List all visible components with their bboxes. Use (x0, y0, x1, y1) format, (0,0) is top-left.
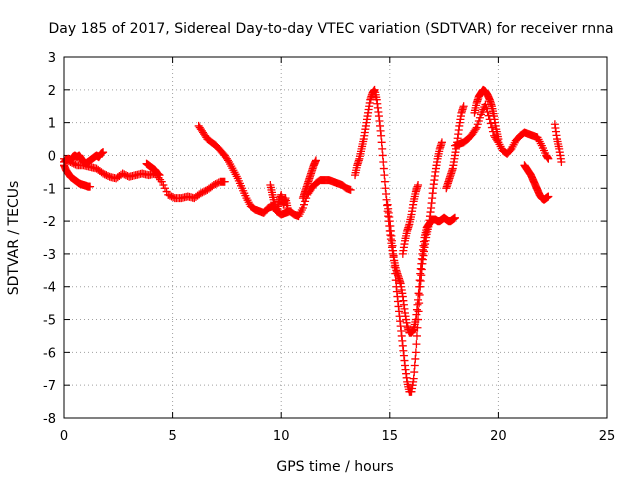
data-point (411, 348, 420, 357)
x-tick-label: 25 (599, 429, 616, 444)
data-point (437, 138, 446, 147)
data-point (459, 102, 468, 111)
y-tick-label: -8 (43, 412, 56, 427)
y-tick-label: 3 (48, 51, 56, 66)
chart-title: Day 185 of 2017, Sidereal Day-to-day VTE… (48, 21, 613, 37)
y-tick-label: -2 (43, 215, 56, 230)
data-point (483, 107, 492, 116)
data-point (494, 135, 503, 144)
data-point (99, 148, 108, 157)
y-tick-label: 2 (48, 84, 56, 99)
y-tick-label: -7 (43, 379, 56, 394)
data-point (412, 331, 421, 340)
data-point (311, 156, 320, 165)
data-point (487, 123, 496, 132)
data-point (415, 299, 424, 308)
data-point (450, 213, 459, 222)
data-point (544, 192, 553, 201)
x-tick-label: 10 (273, 429, 290, 444)
data-point (414, 307, 423, 316)
y-tick-label: -1 (43, 182, 56, 197)
data-point (86, 182, 95, 191)
data-point (415, 290, 424, 299)
x-tick-label: 5 (168, 429, 176, 444)
y-tick-label: -6 (43, 346, 56, 361)
x-tick-label: 15 (382, 429, 399, 444)
y-axis-label: SDTVAR / TECUs (6, 181, 22, 296)
x-tick-label: 0 (60, 429, 68, 444)
data-point (412, 340, 421, 349)
grid-lines (64, 57, 607, 418)
data-point (471, 125, 480, 134)
data-point (557, 158, 566, 167)
data-point (486, 119, 495, 128)
data-point (283, 203, 292, 212)
data-point (220, 177, 229, 186)
y-tick-label: -4 (43, 281, 56, 296)
x-axis-label: GPS time / hours (276, 459, 393, 475)
data-point (413, 323, 422, 332)
data-point (414, 315, 423, 324)
data-points (60, 85, 566, 396)
data-point (155, 171, 164, 180)
plot-frame (63, 56, 608, 419)
y-tick-label: 0 (48, 149, 56, 164)
y-tick-label: -3 (43, 248, 56, 263)
y-tick-label: 1 (48, 117, 56, 132)
data-point (346, 185, 355, 194)
data-point (544, 154, 553, 163)
x-tick-label: 20 (490, 429, 507, 444)
data-point (414, 180, 423, 189)
y-tick-label: -5 (43, 314, 56, 329)
